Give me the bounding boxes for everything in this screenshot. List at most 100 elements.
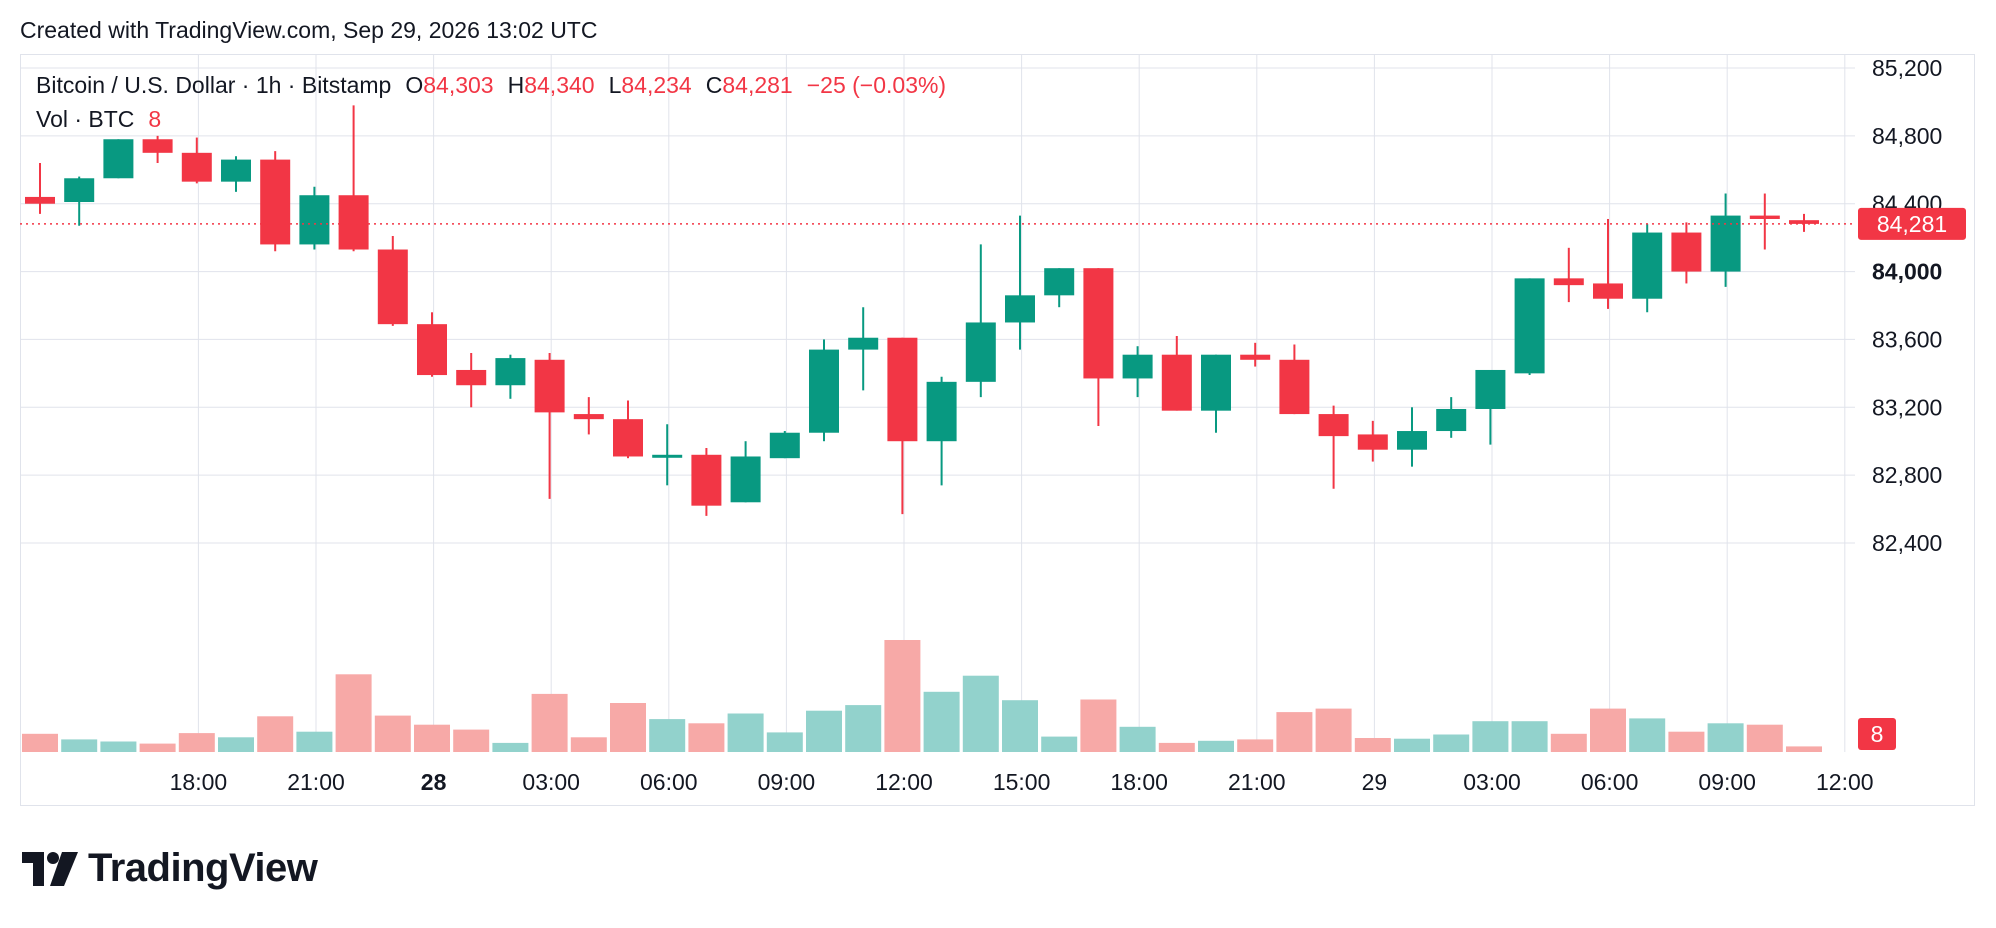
candle-body — [1318, 414, 1349, 437]
y-tick-label: 85,200 — [1872, 55, 1942, 81]
volume-bar — [1276, 712, 1313, 752]
low-label: L — [608, 72, 622, 98]
volume-bar — [1668, 731, 1705, 752]
candle-body — [338, 195, 369, 250]
volume-bar — [492, 742, 529, 752]
candle-body — [613, 419, 643, 457]
volume-bar — [1237, 739, 1274, 752]
close-label: C — [705, 72, 723, 98]
candle-body — [1240, 354, 1271, 360]
volume-bar — [1550, 733, 1587, 752]
last-price-tag — [1858, 207, 1966, 240]
volume-bar — [923, 691, 960, 752]
candle-body — [1357, 434, 1388, 450]
x-tick-label: 28 — [421, 769, 447, 795]
volume-tag-label: 8 — [1871, 721, 1884, 747]
candle-body — [1436, 408, 1467, 432]
candle-body — [221, 159, 251, 182]
volume-bar — [1511, 721, 1548, 752]
candle-body — [1593, 283, 1623, 299]
x-tick-label: 18:00 — [1110, 769, 1168, 795]
volume-bar — [962, 675, 999, 752]
x-tick-label: 21:00 — [1228, 769, 1286, 795]
candle-body — [142, 139, 173, 153]
x-tick-label: 18:00 — [170, 769, 228, 795]
candle-body — [534, 359, 565, 413]
volume-label: Vol · BTC — [36, 106, 135, 132]
candle-body — [1553, 278, 1584, 286]
candle-body — [1122, 354, 1153, 379]
candle-body — [495, 358, 526, 386]
volume-bar — [218, 737, 254, 752]
candle-body — [1201, 354, 1231, 411]
volume-bar — [178, 733, 215, 752]
x-tick-label: 09:00 — [758, 769, 816, 795]
volume-bar — [1119, 726, 1156, 752]
candle-body — [456, 369, 487, 386]
change-value: −25 (−0.03%) — [806, 72, 947, 98]
volume-value: 8 — [148, 106, 162, 132]
candle-body — [926, 381, 957, 442]
candle-body — [25, 196, 55, 204]
chart-frame[interactable] — [20, 54, 1975, 806]
candle-body — [730, 456, 761, 503]
x-tick-label: 06:00 — [1581, 769, 1639, 795]
volume-bar — [374, 715, 411, 752]
candle-body — [965, 322, 996, 382]
candle-body — [691, 454, 722, 506]
volume-bar — [806, 710, 842, 752]
volume-bar — [1394, 738, 1430, 752]
x-tick-label: 09:00 — [1698, 769, 1756, 795]
volume-bar — [531, 693, 568, 752]
candle-body — [417, 324, 447, 376]
x-tick-label: 06:00 — [640, 769, 698, 795]
volume-bar — [884, 640, 921, 752]
candle-body — [1397, 431, 1427, 450]
volume-bar — [414, 724, 450, 752]
close-value: 84,281 — [722, 72, 793, 98]
high-value: 84,340 — [524, 72, 595, 98]
price-axis: 85,20084,80084,40084,00083,60083,20082,8… — [1872, 55, 1942, 556]
created-with-caption: Created with TradingView.com, Sep 29, 20… — [20, 17, 598, 43]
candle-body — [809, 349, 839, 433]
x-tick-label: 21:00 — [287, 769, 345, 795]
tradingview-logo[interactable]: TradingView — [22, 846, 318, 891]
volume-bar — [688, 723, 725, 752]
y-tick-label: 82,800 — [1872, 462, 1942, 488]
y-tick-label: 83,200 — [1872, 394, 1942, 420]
time-axis: 18:00 21:00 28 03:00 06:00 09:00 12:00 15:00 18:… — [170, 769, 1874, 795]
volume-bar — [1472, 721, 1509, 752]
volume-bar — [1315, 708, 1352, 752]
volume-bar — [1707, 723, 1744, 752]
volume-bar — [1354, 738, 1391, 752]
logo-text: TradingView — [88, 846, 318, 890]
tradingview-logo-icon — [22, 851, 78, 886]
y-tick-label: 82,400 — [1872, 530, 1942, 556]
candle-body — [260, 159, 291, 245]
volume-bar — [61, 739, 98, 752]
candle-body — [181, 152, 212, 182]
last-price-tag-label: 84,281 — [1877, 211, 1947, 237]
volume-legend-row: Vol · BTC 8 — [36, 106, 960, 140]
candle-body — [377, 249, 408, 325]
candle-body — [1632, 232, 1663, 299]
candle-body — [1475, 369, 1506, 409]
volume-bar — [1590, 708, 1626, 752]
y-tick-label: 84,000 — [1872, 259, 1942, 285]
volume-bar — [453, 729, 490, 752]
candle-body — [1749, 215, 1780, 219]
candle-body — [103, 139, 134, 179]
volume-bar — [649, 719, 686, 752]
candle-body — [1083, 268, 1114, 379]
volume-bar — [570, 737, 607, 752]
x-tick-label: 03:00 — [1463, 769, 1521, 795]
low-value: 84,234 — [621, 72, 692, 98]
open-label: O — [405, 72, 424, 98]
volume-bar — [335, 674, 372, 752]
symbol-description: Bitcoin / U.S. Dollar · 1h · Bitstamp — [36, 72, 392, 98]
axis-tags: 84,281 8 — [1858, 207, 1966, 750]
open-value: 84,303 — [423, 72, 494, 98]
volume-bar — [1002, 700, 1038, 752]
